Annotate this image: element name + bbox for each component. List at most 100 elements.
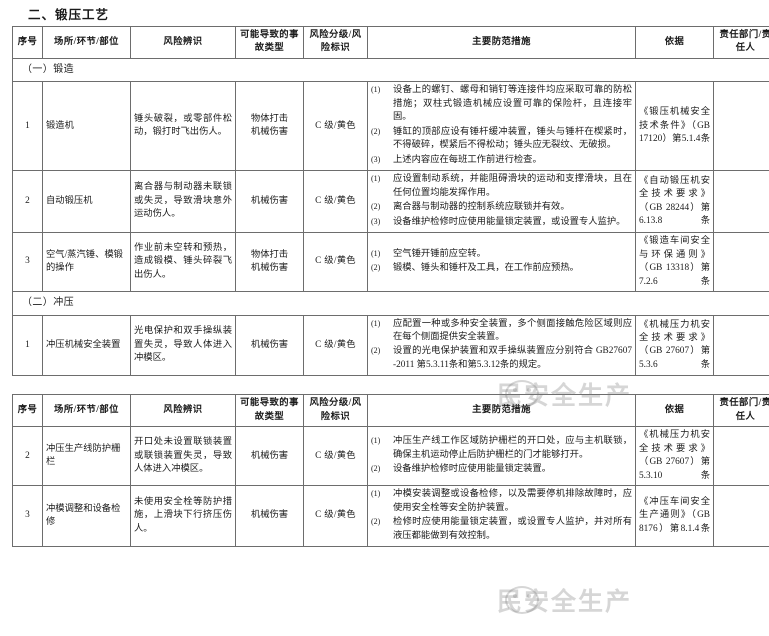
- cell-basis-standard: 《冲压车间安全生产通则》（GB 8176）第8.1.4条: [636, 486, 714, 547]
- watermark-face-icon: [505, 586, 539, 614]
- cell-sequence-number: 2: [13, 427, 43, 486]
- column-header-basis: 依据: [636, 27, 714, 59]
- cell-place: 冲压生产线防护栅栏: [43, 427, 131, 486]
- cell-accident-type: 物体打击机械伤害: [236, 233, 304, 292]
- measure-list: (1)设备上的螺钉、螺母和销钉等连接件均应采取可靠的防松措施；双柱式锻造机械应设…: [371, 84, 632, 167]
- measure-item: (3)设备维护检修时应使用能量锁定装置，或设置专人监护。: [371, 216, 632, 229]
- measure-number: (3): [371, 154, 380, 166]
- cell-preventive-measures: (1)应设置制动系统，并能阻碍滑块的运动和支撑滑块，且在任何位置均能发挥作用。(…: [368, 171, 636, 233]
- group-heading-row: （一）锻造: [13, 58, 769, 82]
- cell-preventive-measures: (1)冲压生产线工作区域防护栅栏的开口处，应与主机联锁，确保主机运动停止后防护栅…: [368, 427, 636, 486]
- cell-basis-standard: 《机械压力机安全技术要求》（GB 27607）第5.3.6条: [636, 315, 714, 376]
- cell-responsible-department: [714, 82, 769, 171]
- cell-responsible-department: [714, 171, 769, 233]
- cell-responsible-department: [714, 486, 769, 547]
- cell-preventive-measures: (1)应配置一种或多种安全装置，多个侧面接触危险区域则应在每个侧面提供安全装置。…: [368, 315, 636, 376]
- column-header-place: 场所/环节/部位: [43, 395, 131, 427]
- measure-item: (1)应配置一种或多种安全装置，多个侧面接触危险区域则应在每个侧面提供安全装置。: [371, 318, 632, 345]
- cell-preventive-measures: (1)设备上的螺钉、螺母和销钉等连接件均应采取可靠的防松措施；双柱式锻造机械应设…: [368, 82, 636, 171]
- column-header-measures: 主要防范措施: [368, 27, 636, 59]
- cell-place: 自动锻压机: [43, 171, 131, 233]
- measure-item: (2)检修时应使用能量锁定装置，或设置专人监护，并对所有液压都能做到有效控制。: [371, 516, 632, 543]
- cell-accident-type: 机械伤害: [236, 486, 304, 547]
- measure-number: (2): [371, 345, 380, 357]
- header-row: 序号 场所/环节/部位 风险辨识 可能导致的事故类型 风险分级/风险标识 主要防…: [13, 395, 769, 427]
- measure-number: (2): [371, 516, 380, 528]
- measure-item: (2)锤缸的顶部应设有锤杆缓冲装置，锤头与锤杆在楔紧时，不得破碎，楔紧后不得松动…: [371, 126, 632, 153]
- cell-risk-identification: 作业前未空转和预热，造成锻模、锤头碎裂飞出伤人。: [131, 233, 236, 292]
- measure-number: (1): [371, 488, 380, 500]
- measure-list: (1)冲压生产线工作区域防护栅栏的开口处，应与主机联锁，确保主机运动停止后防护栅…: [371, 435, 632, 476]
- measure-item: (1)冲模安装调整或设备检修，以及需要停机排除故障时，应使用安全栓等安全防护装置…: [371, 488, 632, 515]
- measure-item: (1)空气锤开锤前应空转。: [371, 248, 632, 261]
- risk-table-1: 序号 场所/环节/部位 风险辨识 可能导致的事故类型 风险分级/风险标识 主要防…: [12, 26, 769, 376]
- risk-table-2-wrapper: 序号 场所/环节/部位 风险辨识 可能导致的事故类型 风险分级/风险标识 主要防…: [12, 394, 757, 547]
- measure-item: (1)冲压生产线工作区域防护栅栏的开口处，应与主机联锁，确保主机运动停止后防护栅…: [371, 435, 632, 462]
- table-gap: [0, 376, 769, 394]
- cell-place: 锻造机: [43, 82, 131, 171]
- column-header-level: 风险分级/风险标识: [304, 27, 368, 59]
- cell-risk-level: C 级/黄色: [304, 427, 368, 486]
- cell-responsible-department: [714, 233, 769, 292]
- cell-risk-identification: 锤头破裂，或零部件松动，锻打时飞出伤人。: [131, 82, 236, 171]
- measure-number: (1): [371, 318, 380, 330]
- cell-basis-standard: 《锻压机械安全技术条件》（GB 17120）第5.1.4条: [636, 82, 714, 171]
- group-heading-label: （二）冲压: [13, 292, 769, 316]
- measure-item: (2)离合器与制动器的控制系统应联锁并有效。: [371, 201, 632, 214]
- column-header-place: 场所/环节/部位: [43, 27, 131, 59]
- column-header-risk: 风险辨识: [131, 395, 236, 427]
- measure-number: (2): [371, 262, 380, 274]
- column-header-basis: 依据: [636, 395, 714, 427]
- cell-responsible-department: [714, 315, 769, 376]
- cell-place: 冲压机械安全装置: [43, 315, 131, 376]
- group-heading-row: （二）冲压: [13, 292, 769, 316]
- column-header-accident: 可能导致的事故类型: [236, 27, 304, 59]
- measure-number: (1): [371, 84, 380, 96]
- cell-sequence-number: 1: [13, 315, 43, 376]
- cell-sequence-number: 3: [13, 233, 43, 292]
- cell-risk-level: C 级/黄色: [304, 315, 368, 376]
- risk-table-1-wrapper: 序号 场所/环节/部位 风险辨识 可能导致的事故类型 风险分级/风险标识 主要防…: [12, 26, 757, 376]
- measure-number: (2): [371, 126, 380, 138]
- cell-basis-standard: 《锻造车间安全与环保通则》（GB 13318）第7.2.6条: [636, 233, 714, 292]
- measure-list: (1)空气锤开锤前应空转。(2)锻模、锤头和锤杆及工具，在工作前应预热。: [371, 248, 632, 276]
- measure-item: (2)锻模、锤头和锤杆及工具，在工作前应预热。: [371, 262, 632, 275]
- cell-risk-level: C 级/黄色: [304, 82, 368, 171]
- cell-preventive-measures: (1)空气锤开锤前应空转。(2)锻模、锤头和锤杆及工具，在工作前应预热。: [368, 233, 636, 292]
- column-header-risk: 风险辨识: [131, 27, 236, 59]
- cell-sequence-number: 1: [13, 82, 43, 171]
- cell-risk-level: C 级/黄色: [304, 486, 368, 547]
- table-header: 序号 场所/环节/部位 风险辨识 可能导致的事故类型 风险分级/风险标识 主要防…: [13, 395, 769, 427]
- cell-accident-type: 物体打击机械伤害: [236, 82, 304, 171]
- measure-item: (1)设备上的螺钉、螺母和销钉等连接件均应采取可靠的防松措施；双柱式锻造机械应设…: [371, 84, 632, 124]
- cell-risk-identification: 开口处未设置联锁装置或联锁装置失灵，导致人体进入冲模区。: [131, 427, 236, 486]
- cell-preventive-measures: (1)冲模安装调整或设备检修，以及需要停机排除故障时，应使用安全栓等安全防护装置…: [368, 486, 636, 547]
- measure-number: (1): [371, 248, 380, 260]
- measure-item: (2)设备维护检修时应使用能量锁定装置。: [371, 463, 632, 476]
- cell-risk-identification: 离合器与制动器未联锁或失灵，导致滑块意外运动伤人。: [131, 171, 236, 233]
- measure-list: (1)应设置制动系统，并能阻碍滑块的运动和支撑滑块，且在任何位置均能发挥作用。(…: [371, 173, 632, 229]
- document-page: 二、锻压工艺 序号 场所/环节/部位 风险辨识 可能导致的事故类型 风险分级/风…: [0, 4, 769, 636]
- cell-accident-type: 机械伤害: [236, 315, 304, 376]
- cell-sequence-number: 2: [13, 171, 43, 233]
- measure-number: (1): [371, 173, 380, 185]
- cell-place: 冲模调整和设备检修: [43, 486, 131, 547]
- cell-responsible-department: [714, 427, 769, 486]
- column-header-dept: 责任部门/责任人: [714, 395, 769, 427]
- cell-risk-level: C 级/黄色: [304, 171, 368, 233]
- risk-table-2: 序号 场所/环节/部位 风险辨识 可能导致的事故类型 风险分级/风险标识 主要防…: [12, 394, 769, 547]
- cell-risk-identification: 未使用安全栓等防护措施，上滑块下行挤压伤人。: [131, 486, 236, 547]
- measure-number: (2): [371, 201, 380, 213]
- column-header-no: 序号: [13, 27, 43, 59]
- measure-item: (3)上述内容应在每班工作前进行检查。: [371, 154, 632, 167]
- measure-number: (2): [371, 463, 380, 475]
- header-row: 序号 场所/环节/部位 风险辨识 可能导致的事故类型 风险分级/风险标识 主要防…: [13, 27, 769, 59]
- cell-basis-standard: 《机械压力机安全技术要求》（GB 27607）第5.3.10条: [636, 427, 714, 486]
- table-header: 序号 场所/环节/部位 风险辨识 可能导致的事故类型 风险分级/风险标识 主要防…: [13, 27, 769, 59]
- measure-list: (1)应配置一种或多种安全装置，多个侧面接触危险区域则应在每个侧面提供安全装置。…: [371, 318, 632, 373]
